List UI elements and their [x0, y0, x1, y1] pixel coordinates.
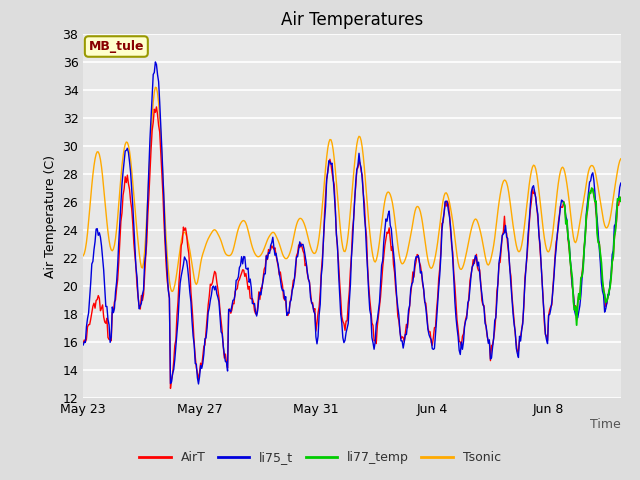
Text: Time: Time	[590, 419, 621, 432]
Legend: AirT, li75_t, li77_temp, Tsonic: AirT, li75_t, li77_temp, Tsonic	[134, 446, 506, 469]
Text: MB_tule: MB_tule	[88, 40, 144, 53]
Y-axis label: Air Temperature (C): Air Temperature (C)	[44, 155, 57, 277]
Title: Air Temperatures: Air Temperatures	[281, 11, 423, 29]
